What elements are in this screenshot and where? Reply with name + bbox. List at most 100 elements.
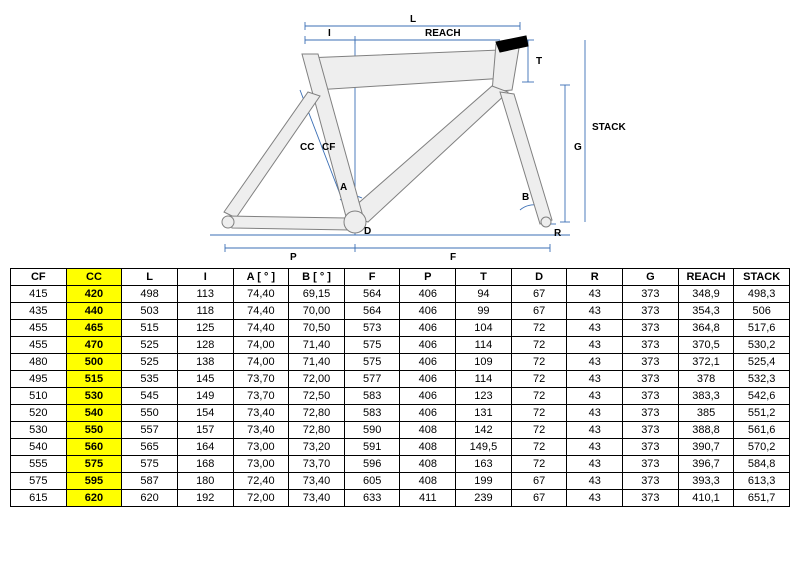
table-cell: 94 (456, 286, 512, 303)
dim-label-l: L (410, 14, 416, 25)
table-cell: 118 (177, 303, 233, 320)
table-cell: 465 (66, 320, 122, 337)
dim-label-g: G (574, 142, 582, 153)
table-cell: 364,8 (678, 320, 734, 337)
table-cell: 168 (177, 456, 233, 473)
col-header: L (122, 269, 178, 286)
table-cell: 406 (400, 337, 456, 354)
dim-label-a: A (340, 182, 347, 193)
table-cell: 525 (122, 354, 178, 371)
table-cell: 73,00 (233, 439, 289, 456)
table-cell: 470 (66, 337, 122, 354)
table-cell: 560 (66, 439, 122, 456)
table-cell: 396,7 (678, 456, 734, 473)
table-cell: 373 (623, 388, 679, 405)
table-cell: 67 (511, 303, 567, 320)
table-cell: 149 (177, 388, 233, 405)
table-cell: 532,3 (734, 371, 790, 388)
table-cell: 373 (623, 473, 679, 490)
table-row: 45546551512574,4070,50573406104724337336… (11, 320, 790, 337)
table-cell: 43 (567, 422, 623, 439)
table-cell: 43 (567, 320, 623, 337)
table-cell: 43 (567, 473, 623, 490)
table-cell: 408 (400, 439, 456, 456)
table-cell: 406 (400, 286, 456, 303)
col-header: REACH (678, 269, 734, 286)
table-cell: 406 (400, 303, 456, 320)
table-row: 43544050311874,4070,00564406996743373354… (11, 303, 790, 320)
table-cell: 43 (567, 405, 623, 422)
table-cell: 373 (623, 303, 679, 320)
table-cell: 408 (400, 473, 456, 490)
table-cell: 373 (623, 286, 679, 303)
table-cell: 515 (122, 320, 178, 337)
table-cell: 480 (11, 354, 67, 371)
table-cell: 633 (344, 490, 400, 507)
table-cell: 455 (11, 320, 67, 337)
table-cell: 510 (11, 388, 67, 405)
table-row: 49551553514573,7072,00577406114724337337… (11, 371, 790, 388)
col-header: G (623, 269, 679, 286)
dim-label-reach: REACH (425, 28, 461, 39)
table-cell: 43 (567, 371, 623, 388)
table-cell: 43 (567, 490, 623, 507)
table-cell: 575 (344, 337, 400, 354)
table-body: 41542049811374,4069,15564406946743373348… (11, 286, 790, 507)
table-row: 48050052513874,0071,40575406109724337337… (11, 354, 790, 371)
table-cell: 651,7 (734, 490, 790, 507)
table-cell: 564 (344, 303, 400, 320)
table-cell: 73,70 (233, 371, 289, 388)
table-cell: 72,50 (289, 388, 345, 405)
table-cell: 72 (511, 337, 567, 354)
table-cell: 587 (122, 473, 178, 490)
table-cell: 154 (177, 405, 233, 422)
col-header: P (400, 269, 456, 286)
table-cell: 149,5 (456, 439, 512, 456)
table-cell: 73,40 (289, 473, 345, 490)
table-cell: 74,40 (233, 286, 289, 303)
table-cell: 575 (66, 456, 122, 473)
table-cell: 72 (511, 371, 567, 388)
table-cell: 420 (66, 286, 122, 303)
table-cell: 192 (177, 490, 233, 507)
table-cell: 71,40 (289, 354, 345, 371)
table-cell: 123 (456, 388, 512, 405)
table-cell: 72,00 (233, 490, 289, 507)
table-cell: 72 (511, 456, 567, 473)
table-cell: 408 (400, 456, 456, 473)
table-cell: 373 (623, 422, 679, 439)
table-cell: 584,8 (734, 456, 790, 473)
table-cell: 67 (511, 286, 567, 303)
table-cell: 373 (623, 405, 679, 422)
table-cell: 73,70 (289, 456, 345, 473)
dim-label-r: R (554, 228, 562, 239)
table-cell: 530 (66, 388, 122, 405)
table-cell: 43 (567, 303, 623, 320)
table-row: 57559558718072,4073,40605408199674337339… (11, 473, 790, 490)
table-cell: 503 (122, 303, 178, 320)
table-cell: 69,15 (289, 286, 345, 303)
table-cell: 557 (122, 422, 178, 439)
table-cell: 72 (511, 439, 567, 456)
geometry-diagram: LIREACHTGSTACKCCCFADBRPF (0, 0, 800, 268)
table-cell: 348,9 (678, 286, 734, 303)
table-cell: 388,8 (678, 422, 734, 439)
table-cell: 373 (623, 354, 679, 371)
table-cell: 74,00 (233, 337, 289, 354)
table-cell: 43 (567, 337, 623, 354)
table-row: 52054055015473,4072,80583406131724337338… (11, 405, 790, 422)
table-cell: 72 (511, 354, 567, 371)
table-cell: 435 (11, 303, 67, 320)
table-cell: 72,80 (289, 422, 345, 439)
table-cell: 415 (11, 286, 67, 303)
table-cell: 43 (567, 286, 623, 303)
table-cell: 373 (623, 371, 679, 388)
table-row: 51053054514973,7072,50583406123724337338… (11, 388, 790, 405)
table-cell: 128 (177, 337, 233, 354)
table-cell: 354,3 (678, 303, 734, 320)
table-cell: 72 (511, 388, 567, 405)
table-cell: 373 (623, 439, 679, 456)
table-row: 53055055715773,4072,80590408142724337338… (11, 422, 790, 439)
table-cell: 113 (177, 286, 233, 303)
table-cell: 373 (623, 456, 679, 473)
